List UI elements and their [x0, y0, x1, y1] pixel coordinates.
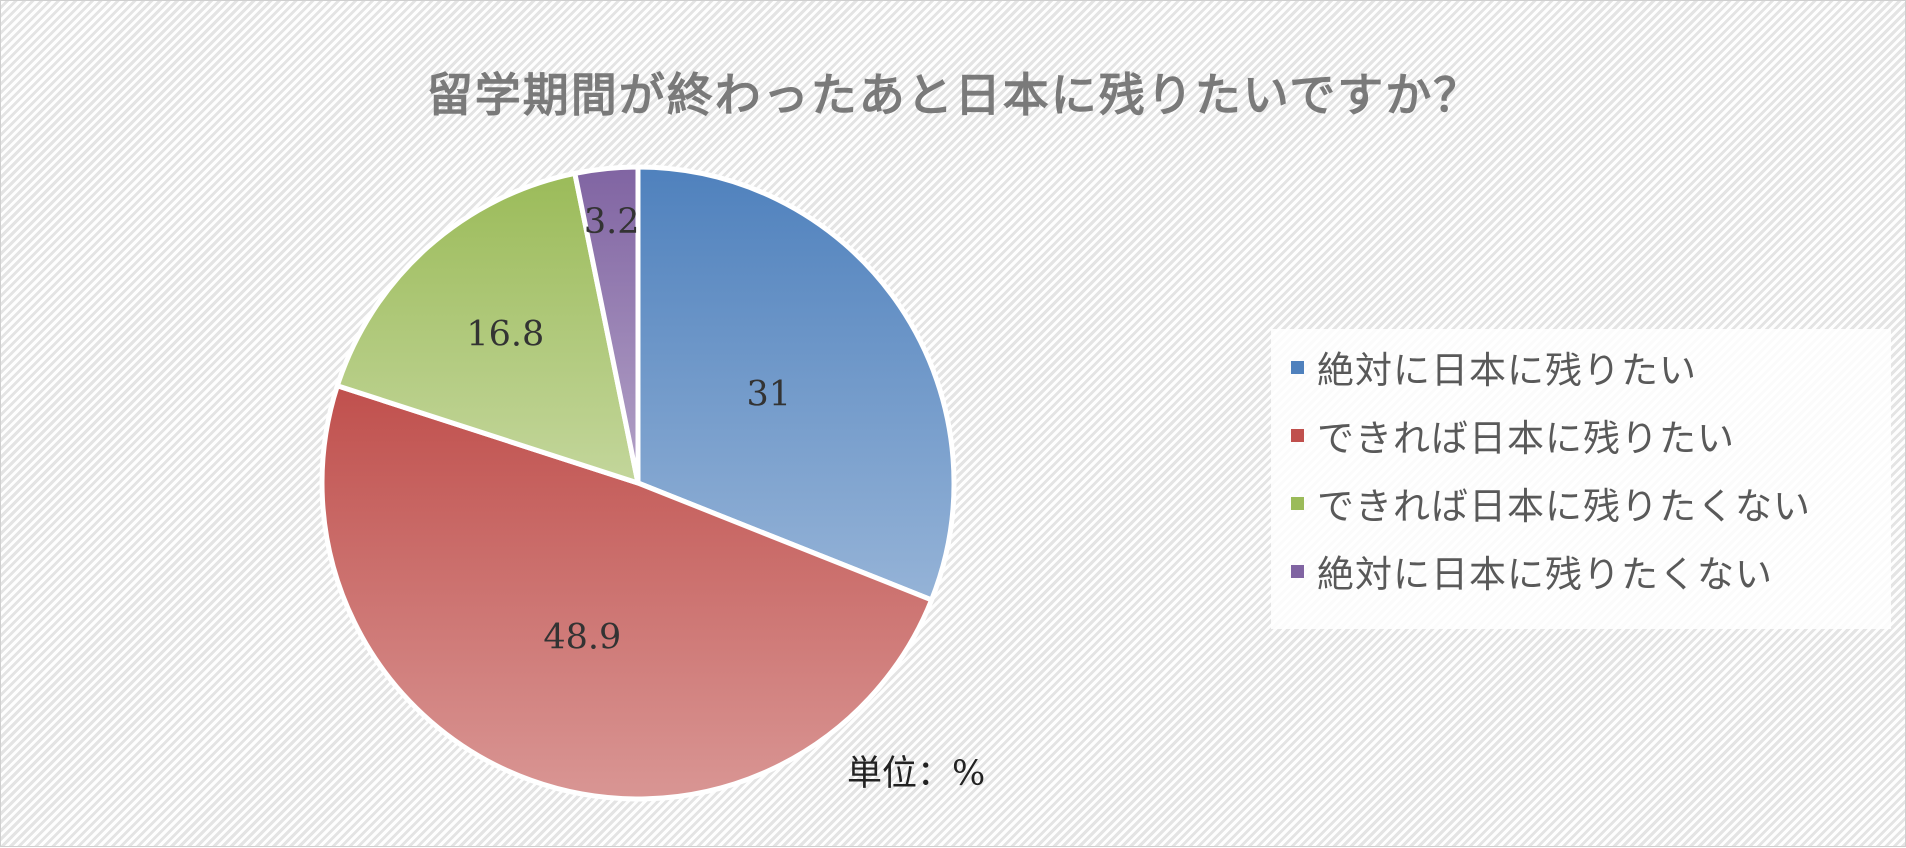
chart-title: 留学期間が終わったあと日本に残りたいですか？ — [426, 68, 1482, 122]
pie-slice-1 — [635, 164, 957, 603]
legend-item-3: できれば日本に残りたくない — [1291, 483, 1811, 528]
legend-label-3: できれば日本に残りたくない — [1317, 485, 1811, 528]
data-label-1: 31 — [746, 374, 791, 414]
legend-swatch-3 — [1291, 496, 1304, 510]
data-label-4: 3.2 — [584, 202, 640, 242]
legend-swatch-4 — [1291, 564, 1304, 578]
legend-item-4: 絶対に日本に残りたくない — [1291, 551, 1773, 596]
legend: 絶対に日本に残りたい できれば日本に残りたい できれば日本に残りたくない 絶対に… — [1271, 329, 1891, 629]
legend-item-2: できれば日本に残りたい — [1291, 415, 1735, 460]
data-label-3: 16.8 — [466, 315, 544, 355]
legend-item-1: 絶対に日本に残りたい — [1291, 347, 1697, 392]
data-label-2: 48.9 — [543, 618, 621, 658]
unit-label: 単位：% — [847, 754, 986, 794]
legend-swatch-1 — [1291, 360, 1304, 374]
legend-label-2: できれば日本に残りたい — [1317, 417, 1735, 460]
pie-slice-2 — [319, 383, 935, 802]
legend-swatch-2 — [1291, 428, 1304, 442]
legend-label-4: 絶対に日本に残りたくない — [1317, 553, 1773, 596]
pie-slice-4 — [572, 164, 641, 486]
pie-slice-3 — [334, 170, 641, 486]
legend-label-1: 絶対に日本に残りたい — [1317, 349, 1697, 392]
